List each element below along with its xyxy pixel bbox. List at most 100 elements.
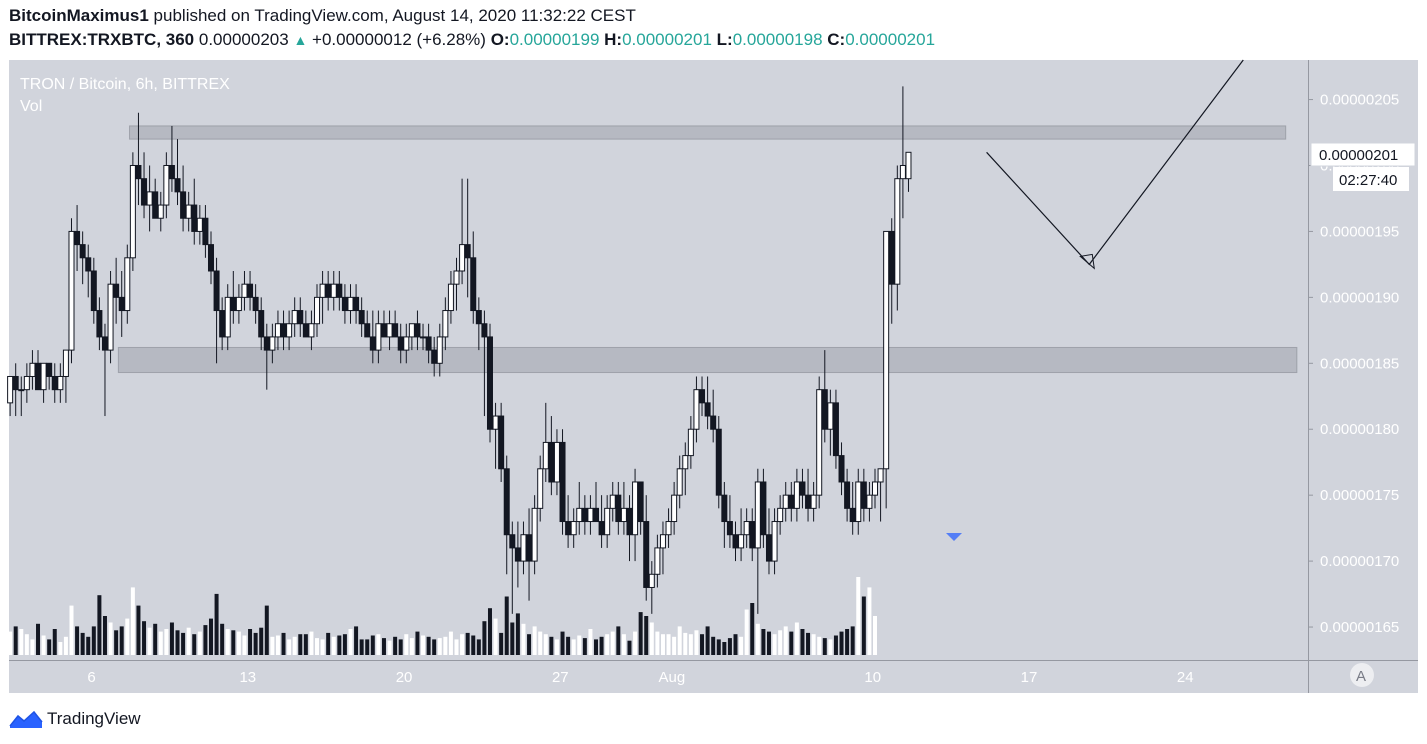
candle[interactable] — [816, 376, 823, 509]
candle[interactable] — [280, 310, 287, 351]
candle[interactable] — [581, 495, 588, 535]
candle[interactable] — [325, 270, 332, 311]
candle[interactable] — [252, 284, 259, 324]
candle[interactable] — [743, 508, 750, 548]
candle[interactable] — [85, 244, 92, 298]
candle[interactable] — [420, 323, 427, 351]
author-name[interactable]: BitcoinMaximus1 — [9, 6, 149, 25]
candle[interactable] — [498, 402, 505, 482]
sr-zone-0[interactable] — [129, 125, 1287, 140]
candle[interactable] — [827, 389, 834, 456]
candle[interactable] — [598, 495, 605, 548]
candle[interactable] — [872, 468, 878, 509]
candle[interactable] — [447, 270, 454, 324]
candle[interactable] — [353, 284, 360, 324]
candle[interactable] — [699, 376, 706, 417]
candle[interactable] — [821, 350, 828, 443]
candle[interactable] — [470, 231, 477, 324]
candle[interactable] — [57, 363, 64, 403]
candle[interactable] — [101, 323, 108, 417]
candle[interactable] — [230, 270, 237, 324]
candle[interactable] — [74, 205, 81, 271]
candle[interactable] — [810, 481, 817, 522]
candle[interactable] — [576, 481, 583, 535]
candle[interactable] — [124, 244, 131, 324]
candle[interactable] — [336, 270, 343, 311]
candle[interactable] — [715, 416, 722, 509]
candle[interactable] — [291, 297, 298, 337]
candle[interactable] — [135, 112, 142, 206]
candle[interactable] — [168, 125, 175, 192]
candle[interactable] — [163, 152, 170, 219]
candle[interactable] — [319, 270, 326, 324]
candle[interactable] — [157, 191, 164, 232]
candle[interactable] — [799, 468, 806, 509]
candle[interactable] — [364, 310, 371, 338]
candle[interactable] — [191, 178, 198, 245]
candle[interactable] — [408, 323, 415, 351]
candle[interactable] — [637, 481, 644, 535]
candle[interactable] — [526, 508, 533, 601]
candle[interactable] — [180, 165, 187, 232]
candle[interactable] — [403, 323, 410, 364]
candle[interactable] — [509, 521, 516, 614]
candle[interactable] — [29, 350, 36, 390]
candle[interactable] — [866, 481, 873, 522]
candle[interactable] — [141, 152, 148, 219]
candle[interactable] — [386, 310, 393, 351]
candle[interactable] — [587, 495, 594, 535]
candle[interactable] — [710, 389, 717, 443]
candle[interactable] — [62, 349, 69, 403]
candle[interactable] — [380, 310, 387, 338]
candle[interactable] — [486, 323, 493, 443]
candle[interactable] — [113, 257, 120, 324]
candle[interactable] — [475, 297, 482, 351]
candle[interactable] — [369, 310, 376, 364]
candle[interactable] — [760, 468, 767, 548]
candle[interactable] — [341, 284, 348, 324]
candle[interactable] — [883, 230, 890, 509]
candle[interactable] — [442, 297, 449, 351]
candle[interactable] — [464, 178, 471, 298]
candle[interactable] — [118, 270, 125, 337]
candle[interactable] — [648, 561, 655, 614]
candle[interactable] — [520, 521, 527, 575]
candle[interactable] — [615, 481, 622, 535]
candle[interactable] — [749, 508, 756, 562]
candle[interactable] — [732, 521, 739, 562]
candle[interactable] — [632, 468, 639, 562]
candle[interactable] — [899, 86, 906, 219]
candle[interactable] — [314, 284, 321, 337]
candle[interactable] — [35, 350, 42, 391]
candle[interactable] — [531, 495, 538, 575]
candle[interactable] — [12, 363, 19, 417]
candle[interactable] — [241, 270, 248, 311]
candle[interactable] — [726, 495, 733, 548]
candle[interactable] — [79, 231, 86, 285]
candle[interactable] — [453, 257, 460, 311]
candle[interactable] — [777, 495, 784, 535]
time-axis-area[interactable] — [9, 660, 1418, 693]
candle[interactable] — [844, 468, 851, 522]
candle[interactable] — [202, 205, 209, 258]
candle[interactable] — [682, 442, 689, 496]
candle[interactable] — [219, 297, 226, 351]
candle[interactable] — [838, 442, 845, 496]
candle[interactable] — [503, 455, 510, 575]
candle[interactable] — [604, 495, 611, 548]
candle[interactable] — [425, 323, 432, 364]
candle[interactable] — [347, 284, 354, 324]
sr-zone-1[interactable] — [117, 346, 1298, 374]
candle[interactable] — [542, 402, 549, 482]
candle[interactable] — [665, 508, 672, 548]
candle[interactable] — [146, 165, 153, 232]
candle[interactable] — [68, 218, 75, 364]
candle[interactable] — [196, 205, 203, 245]
candle[interactable] — [793, 468, 800, 522]
candle[interactable] — [207, 231, 214, 285]
candle[interactable] — [247, 270, 254, 311]
candle[interactable] — [375, 310, 382, 364]
candle[interactable] — [659, 521, 666, 575]
candle[interactable] — [492, 402, 499, 469]
candle[interactable] — [286, 310, 293, 351]
